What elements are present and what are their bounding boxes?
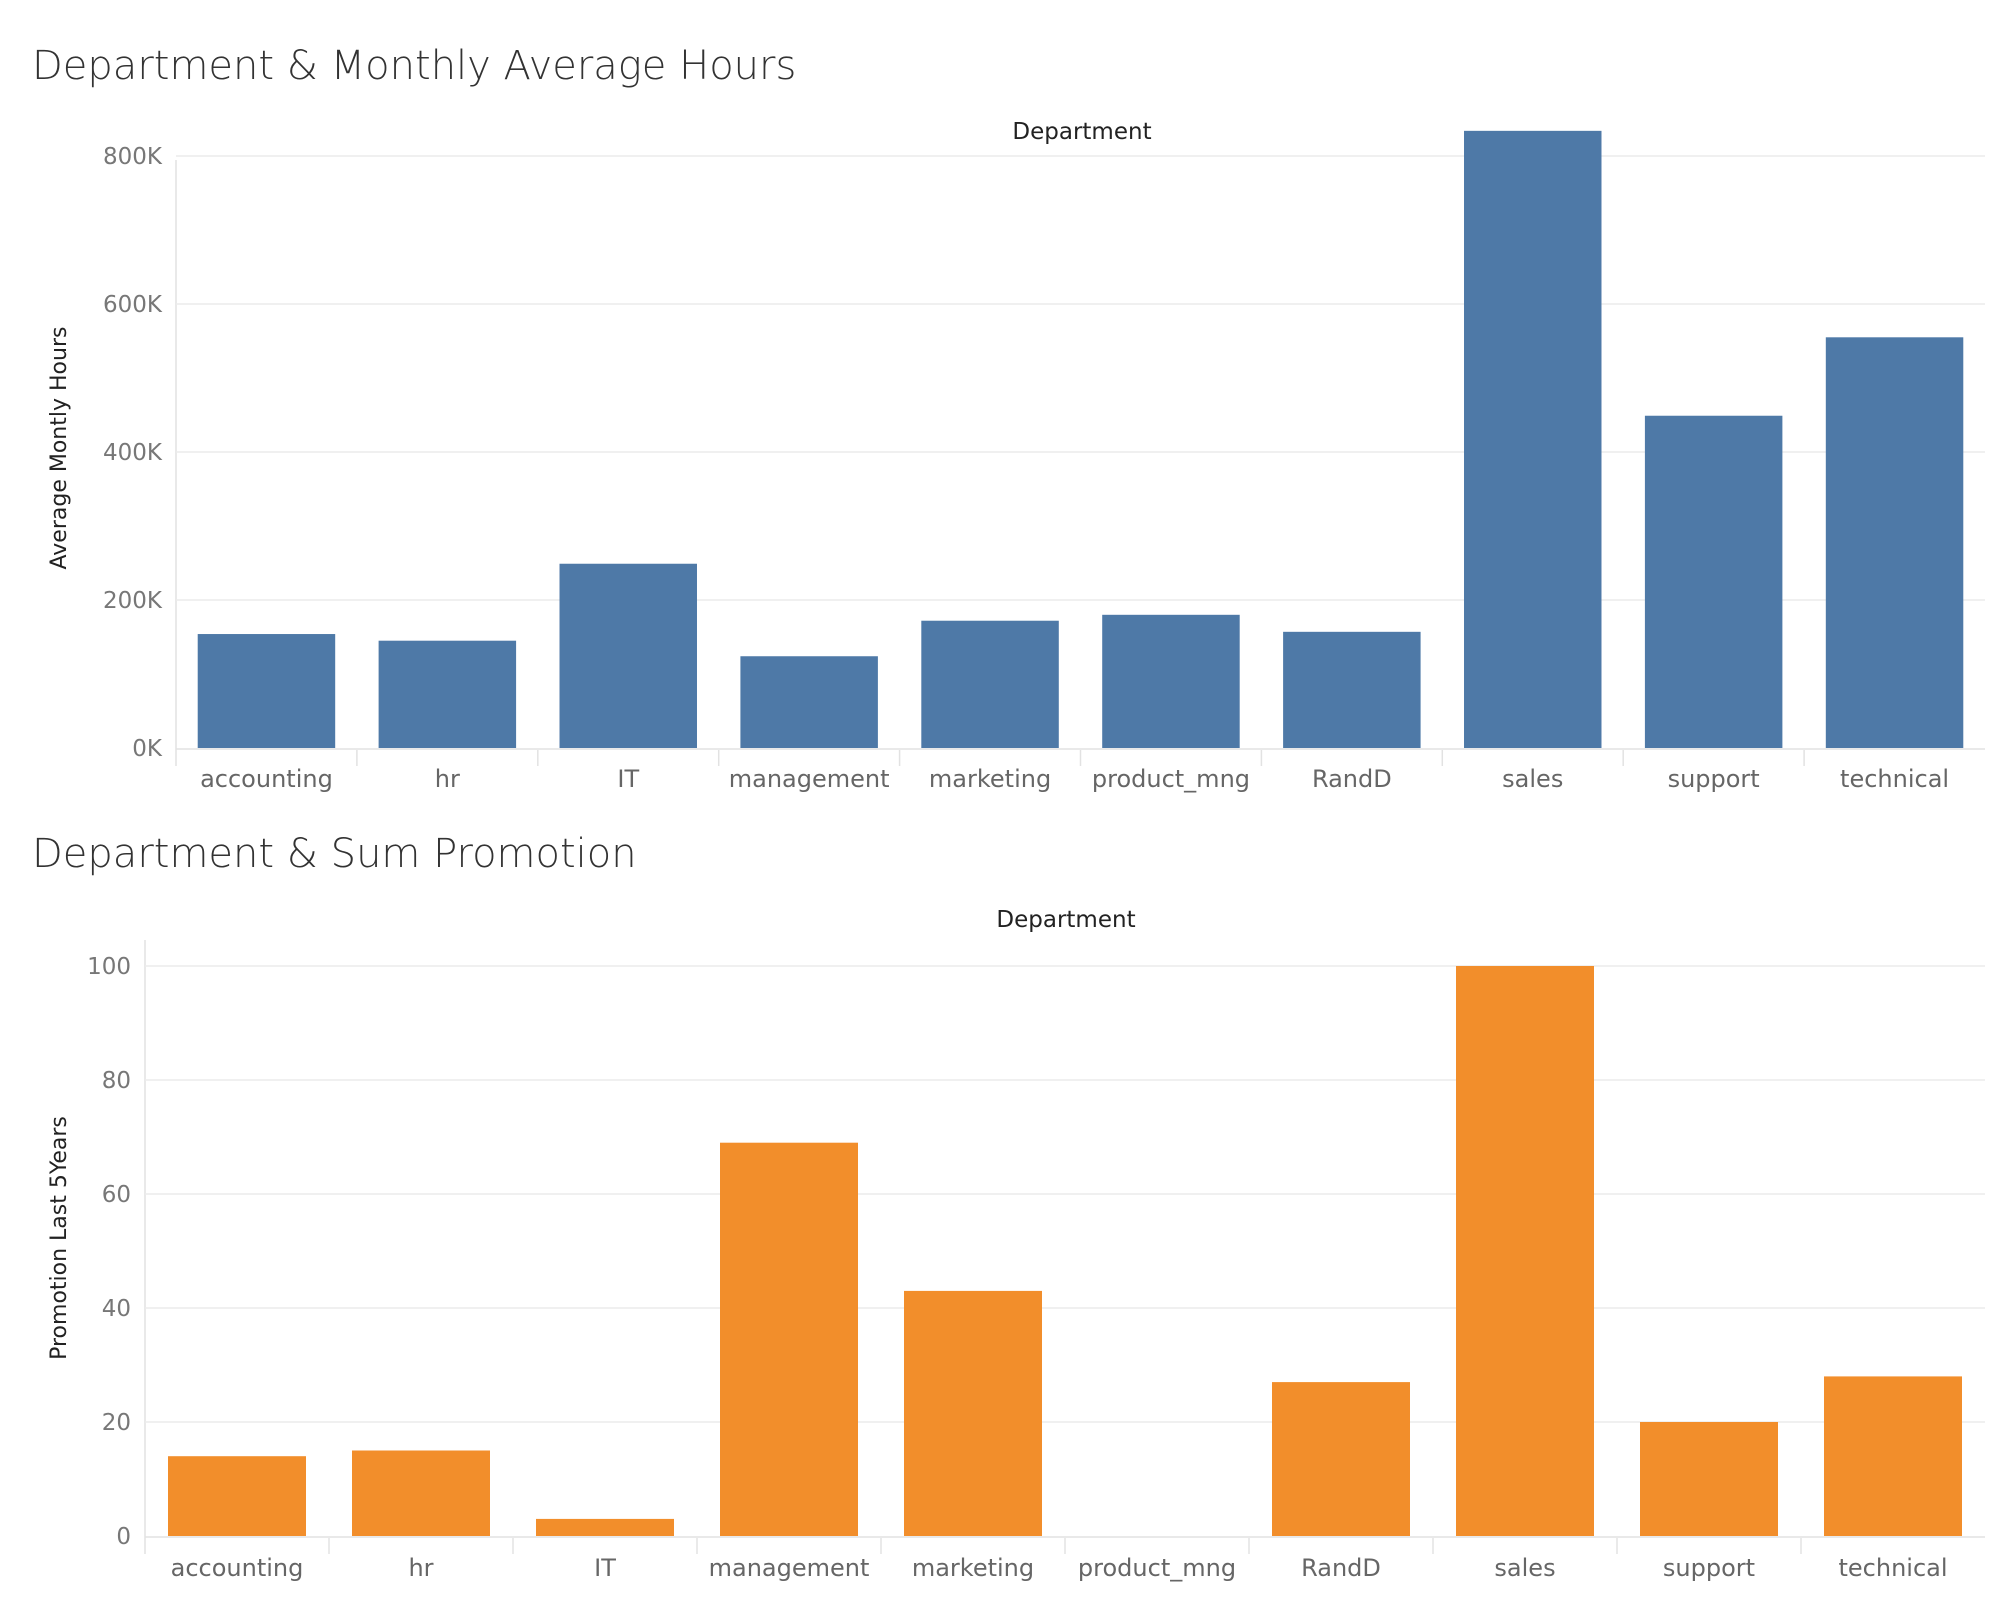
bar-support	[1644, 415, 1783, 748]
x-tick-label: product_mng	[1092, 765, 1250, 793]
x-tick-label: technical	[1840, 765, 1949, 793]
x-tick-label: IT	[617, 765, 639, 793]
chart-title: Department & Sum Promotion	[32, 831, 637, 877]
y-tick-label: 0K	[132, 736, 163, 762]
x-tick-label: technical	[1838, 1554, 1947, 1582]
x-tick-label: accounting	[200, 765, 333, 793]
x-tick-label: management	[729, 765, 890, 793]
x-axis-labels: accounting hr IT management marketing product…	[200, 765, 1949, 793]
bar-IT	[536, 1518, 674, 1536]
x-tick-label: hr	[435, 765, 460, 793]
x-tick-label: marketing	[912, 1554, 1034, 1582]
bar-accounting	[168, 1456, 306, 1536]
monthly-hours-chart: Department & Monthly Average Hours Depar…	[32, 43, 1985, 793]
bar-marketing	[921, 620, 1059, 748]
y-axis-label: Average Montly Hours	[47, 327, 72, 570]
bar-sales	[1464, 130, 1602, 749]
bars	[197, 130, 1964, 749]
gridlines	[144, 940, 1985, 1554]
bar-accounting	[197, 634, 336, 748]
bar-product_mng	[1102, 614, 1240, 748]
bar-sales	[1456, 966, 1594, 1536]
x-tick-label: RandD	[1301, 1554, 1381, 1582]
bar-marketing	[904, 1290, 1042, 1536]
gridlines	[175, 155, 1985, 766]
bars	[168, 966, 1962, 1536]
y-tick-label: 0	[116, 1524, 131, 1550]
y-tick-label: 200K	[103, 588, 163, 614]
bar-IT	[559, 563, 697, 748]
y-axis-ticks: 0 20 40 60 80 100	[87, 954, 131, 1550]
bar-hr	[352, 1450, 490, 1536]
x-tick-label: RandD	[1312, 765, 1392, 793]
y-axis-label: Promotion Last 5Years	[47, 1116, 72, 1360]
bar-management	[720, 1142, 858, 1536]
y-tick-label: 600K	[103, 292, 163, 318]
bar-RandD	[1283, 631, 1421, 748]
y-tick-label: 20	[102, 1410, 131, 1436]
y-axis-ticks: 0K 200K 400K 600K 800K	[103, 144, 163, 762]
bar-technical	[1825, 337, 1964, 748]
y-tick-label: 400K	[103, 440, 163, 466]
bar-support	[1640, 1422, 1778, 1536]
y-tick-label: 800K	[103, 144, 163, 170]
x-tick-label: support	[1668, 765, 1760, 793]
x-tick-label: support	[1663, 1554, 1755, 1582]
y-tick-label: 80	[102, 1068, 131, 1094]
x-tick-label: marketing	[929, 765, 1051, 793]
chart-title: Department & Monthly Average Hours	[32, 43, 796, 89]
column-header: Department	[996, 907, 1135, 933]
x-axis-labels: accounting hr IT management marketing product…	[171, 1554, 1948, 1582]
x-tick-label: IT	[594, 1554, 616, 1582]
bar-technical	[1824, 1376, 1962, 1536]
x-tick-label: hr	[408, 1554, 433, 1582]
bar-RandD	[1272, 1382, 1410, 1536]
x-tick-label: management	[709, 1554, 870, 1582]
bar-hr	[378, 640, 517, 748]
y-tick-label: 100	[87, 954, 131, 980]
x-tick-label: accounting	[171, 1554, 304, 1582]
x-tick-label: sales	[1502, 765, 1563, 793]
y-tick-label: 60	[102, 1182, 131, 1208]
promotion-chart: Department & Sum Promotion Department Pr…	[32, 831, 1985, 1582]
x-tick-label: sales	[1494, 1554, 1555, 1582]
y-tick-label: 40	[102, 1296, 131, 1322]
x-tick-label: product_mng	[1078, 1554, 1236, 1582]
bar-management	[740, 656, 878, 748]
column-header: Department	[1012, 119, 1151, 145]
